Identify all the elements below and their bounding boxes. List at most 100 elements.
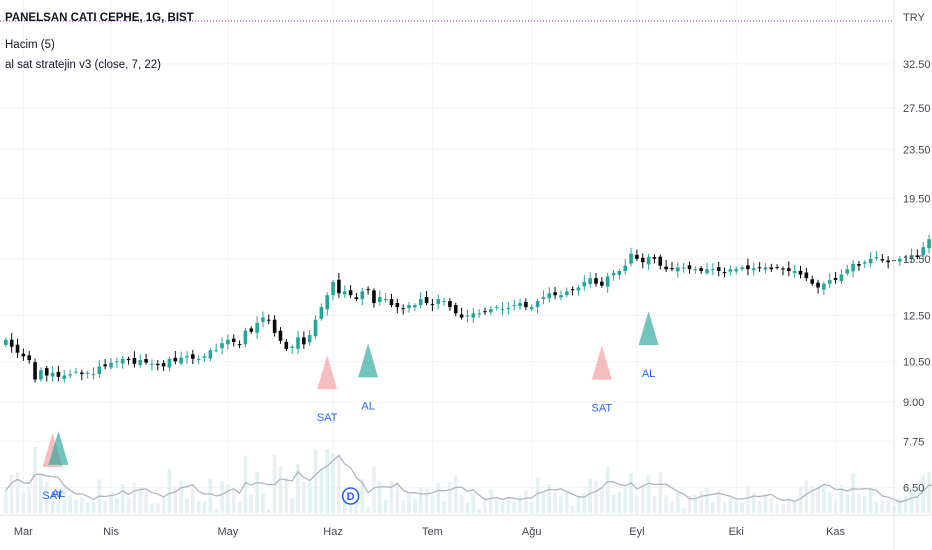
- volume-bar: [401, 500, 405, 513]
- volume-bar: [541, 493, 546, 513]
- candle-body: [366, 289, 370, 291]
- volume-bar: [202, 501, 207, 513]
- candle-body: [927, 239, 931, 249]
- volume-bar: [50, 495, 55, 513]
- volume-bar: [570, 505, 575, 513]
- volume-bar: [862, 496, 867, 513]
- candle-body: [769, 267, 774, 270]
- volume-bar: [763, 495, 768, 513]
- volume-bar: [465, 502, 470, 513]
- candle-body: [681, 267, 686, 269]
- volume-legend[interactable]: Hacim (5): [5, 39, 55, 51]
- volume-bar: [471, 493, 476, 513]
- volume-bar: [15, 472, 20, 513]
- candle-body: [711, 269, 715, 271]
- volume-bar: [9, 474, 14, 513]
- y-tick-label: 7.75: [903, 436, 924, 448]
- volume-bar: [553, 492, 557, 513]
- candle-body: [360, 291, 365, 300]
- candle-body: [518, 303, 522, 307]
- volume-bar: [658, 472, 663, 513]
- candle-body: [880, 259, 885, 261]
- candle-body: [44, 368, 49, 376]
- candle-body: [851, 263, 855, 272]
- candle-body: [845, 269, 850, 274]
- volume-bar: [103, 500, 107, 513]
- candle-body: [582, 281, 587, 287]
- dividend-event-marker: [341, 487, 360, 505]
- volume-bar: [477, 509, 481, 513]
- volume-bar: [255, 472, 259, 513]
- candle-body: [529, 307, 534, 310]
- candle-body: [822, 283, 826, 290]
- symbol-legend[interactable]: PANELSAN CATI CEPHE, 1G, BIST: [5, 12, 194, 24]
- candle-body: [167, 358, 172, 368]
- volume-bar: [155, 503, 160, 513]
- candle-body: [424, 297, 429, 304]
- volume-bar: [489, 489, 493, 513]
- y-tick-label: 10.50: [903, 356, 931, 368]
- volume-bar: [302, 481, 306, 513]
- candle-body: [226, 339, 230, 345]
- volume-bar: [915, 495, 920, 513]
- candle-body: [675, 267, 680, 272]
- candle-body: [453, 305, 458, 314]
- candle-body: [594, 278, 598, 284]
- volume-pane: [4, 446, 932, 513]
- volume-bar: [611, 495, 616, 513]
- volume-bar: [857, 493, 861, 513]
- volume-bar: [261, 492, 265, 513]
- candle-body: [915, 255, 920, 258]
- candle-body: [74, 371, 78, 373]
- volume-bar: [418, 486, 423, 513]
- volume-bar: [518, 495, 522, 513]
- candle-body: [39, 370, 43, 380]
- volume-bar: [372, 466, 376, 513]
- volume-bar: [354, 498, 359, 513]
- volume-bar: [623, 488, 628, 513]
- candle-body: [553, 292, 557, 296]
- volume-bar: [746, 485, 750, 513]
- volume-bar: [161, 497, 166, 513]
- y-tick-label: 32.50: [903, 59, 931, 71]
- candle-body: [138, 360, 143, 365]
- volume-bar: [500, 502, 505, 513]
- volume-bar: [150, 503, 154, 513]
- candle-body: [395, 303, 400, 308]
- candle-body: [448, 301, 452, 308]
- candle-body: [728, 269, 733, 272]
- volume-bar: [214, 509, 219, 513]
- volume-bar: [617, 491, 622, 513]
- volume-bar: [395, 488, 400, 513]
- volume-bar: [711, 502, 715, 513]
- volume-bar: [91, 502, 96, 513]
- x-tick-label: Haz: [323, 526, 343, 538]
- volume-bar: [4, 490, 8, 513]
- candle-body: [120, 358, 125, 364]
- volume-bar: [132, 482, 137, 513]
- volume-bar: [705, 487, 709, 513]
- candle-body: [775, 267, 779, 269]
- candle-body: [155, 363, 160, 366]
- volume-bar: [845, 494, 850, 513]
- candle-body: [500, 309, 505, 311]
- y-tick-label: 27.50: [903, 103, 931, 115]
- volume-bar: [56, 492, 61, 513]
- volume-bar: [798, 486, 803, 513]
- y-tick-label: 15.50: [903, 254, 931, 266]
- candle-body: [115, 361, 119, 363]
- volume-bar: [413, 499, 417, 513]
- volume-bar: [646, 474, 651, 513]
- volume-bar: [529, 501, 534, 513]
- candle-body: [827, 280, 832, 284]
- volume-bar: [868, 487, 873, 513]
- indicator-legend[interactable]: al sat stratejin v3 (close, 7, 22): [5, 59, 161, 71]
- candle-body: [214, 350, 219, 352]
- volume-bar: [296, 463, 300, 513]
- volume-bar: [693, 494, 698, 513]
- y-tick-label: 9.00: [903, 397, 924, 409]
- volume-bar: [179, 480, 183, 513]
- volume-bar: [670, 501, 674, 513]
- candle-body: [313, 319, 318, 337]
